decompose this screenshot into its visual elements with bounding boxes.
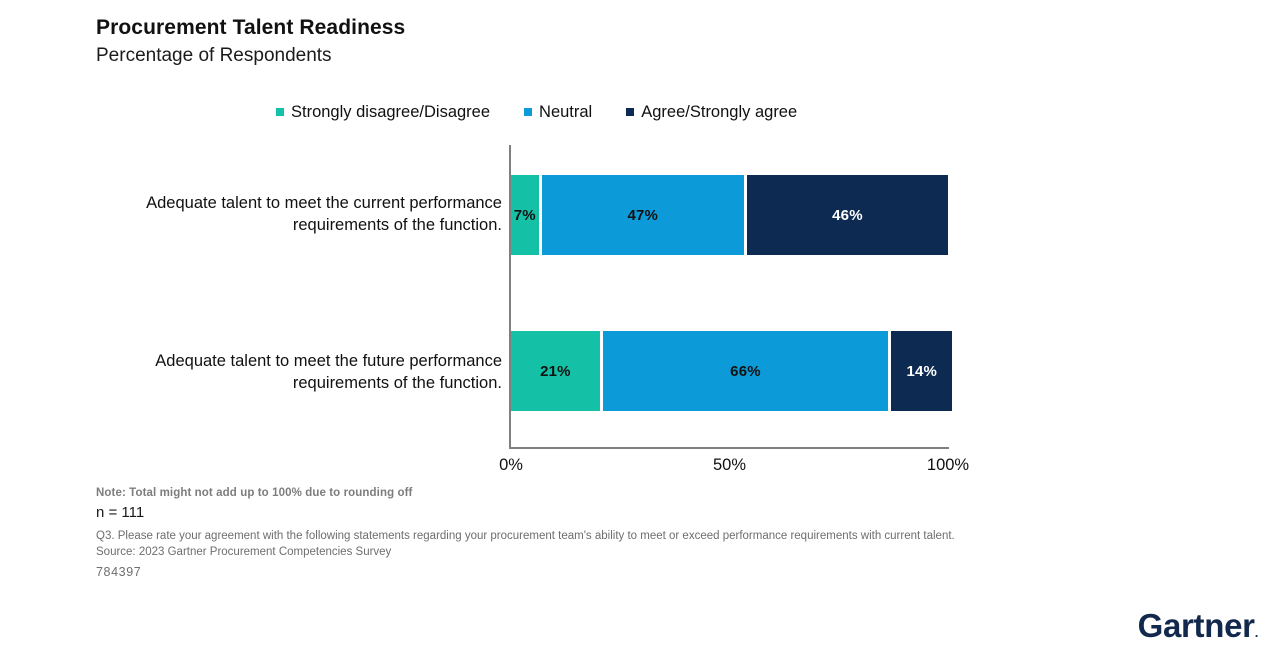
page-subtitle: Percentage of Respondents <box>96 45 332 66</box>
legend-swatch-icon <box>626 108 635 117</box>
legend-swatch-icon <box>524 108 533 117</box>
gartner-logo: Gartner. <box>1137 607 1259 644</box>
category-label: Adequate talent to meet the future perfo… <box>155 352 502 392</box>
sample-size: n = 111 <box>96 504 145 521</box>
legend-item-label: Agree/Strongly agree <box>641 103 798 121</box>
bar-value-label: 66% <box>730 362 761 380</box>
legend-item-strongly-disagree[interactable]: Strongly disagree/Disagree <box>276 104 490 121</box>
bar-value-label: 14% <box>906 362 938 380</box>
chart-legend: Strongly disagree/Disagree Neutral Agree… <box>276 104 797 121</box>
registered-mark: . <box>1254 625 1259 640</box>
x-axis-tick-label: 50% <box>712 456 747 474</box>
bar-value-label: 7% <box>513 206 536 224</box>
bar-row: 21% 66% 14% <box>511 331 953 411</box>
bar-value-label: 47% <box>627 206 659 224</box>
legend-item-agree[interactable]: Agree/Strongly agree <box>626 104 797 121</box>
footnotes: Note: Total might not add up to 100% due… <box>96 487 1146 560</box>
legend-item-label: Strongly disagree/Disagree <box>291 103 491 121</box>
rounding-note: Note: Total might not add up to 100% due… <box>96 487 413 499</box>
bar-segment-neutral[interactable]: 66% <box>602 331 892 411</box>
survey-source: Source: 2023 Gartner Procurement Compete… <box>96 546 392 558</box>
bar-row: 7% 47% 46% <box>511 175 948 255</box>
bar-segment-neutral[interactable]: 47% <box>541 175 747 255</box>
legend-item-neutral[interactable]: Neutral <box>524 104 592 121</box>
x-axis-line <box>509 447 949 449</box>
x-axis-tick-label: 100% <box>926 456 970 474</box>
gartner-wordmark: Gartner <box>1137 607 1255 644</box>
legend-item-label: Neutral <box>539 103 593 121</box>
legend-swatch-icon <box>276 108 284 117</box>
bar-value-label: 46% <box>832 206 863 224</box>
chart-id: 784397 <box>96 565 142 579</box>
category-label: Adequate talent to meet the current perf… <box>146 194 502 234</box>
bar-segment-agree[interactable]: 46% <box>746 175 948 255</box>
bar-segment-strongly-disagree[interactable]: 7% <box>511 175 542 255</box>
y-axis-line <box>509 145 511 448</box>
survey-question: Q3. Please rate your agreement with the … <box>96 530 955 542</box>
bar-segment-strongly-disagree[interactable]: 21% <box>511 331 603 411</box>
page-title: Procurement Talent Readiness <box>96 16 406 39</box>
bar-value-label: 21% <box>540 362 571 380</box>
bar-segment-agree[interactable]: 14% <box>891 331 953 411</box>
x-axis-tick-label: 0% <box>499 456 523 474</box>
